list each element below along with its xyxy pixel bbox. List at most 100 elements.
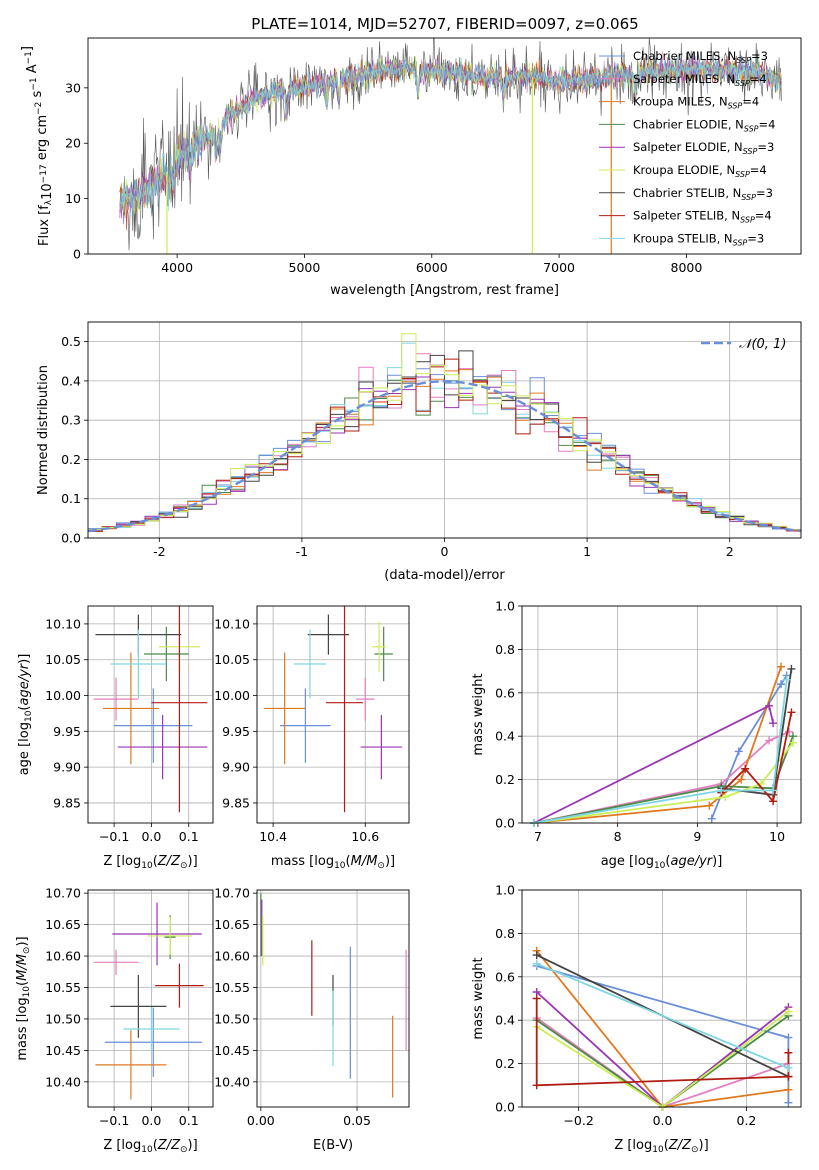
residuals-ylabel: Normed distribution <box>36 365 51 495</box>
x-tick-label: -1 <box>296 544 308 559</box>
y-tick-label: 0.1 <box>61 491 81 506</box>
x-tick-label: 10.6 <box>351 829 379 844</box>
x-tick-label: -2 <box>153 544 165 559</box>
legend-label-salpeter_elodie: Salpeter ELODIE, NSSP=3 <box>633 140 774 156</box>
y-tick-label: 0.8 <box>495 642 515 657</box>
y-tick-label: 0.2 <box>495 1056 515 1071</box>
y-tick-label: 10.50 <box>214 1011 250 1026</box>
x-tick-label: 9 <box>693 829 701 844</box>
mass_vs_Z-axes <box>84 890 213 1111</box>
y-tick-label: 0.2 <box>495 772 515 787</box>
y-tick-label: 10.10 <box>214 616 250 631</box>
mass_vs_Z-frame <box>87 889 214 1108</box>
y-tick-label: 0.3 <box>61 413 81 428</box>
age_vs_Z-xlabel: Z [log10(Z/Z⊙)] <box>103 854 197 871</box>
weight-marker-salpeter_elodie <box>765 701 774 710</box>
mass_vs_EBV-axes <box>253 890 409 1111</box>
legend-label-kroupa_miles: Kroupa MILES, NSSP=4 <box>633 95 759 111</box>
y-tick-label: 1.0 <box>495 883 515 898</box>
weight-marker-kroupa_miles <box>777 662 786 671</box>
mass_vs_Z-ylabel: mass [log10(M/M⊙)] <box>15 936 32 1060</box>
y-tick-label: 0.5 <box>61 334 81 349</box>
y-tick-label: 0.0 <box>495 816 515 831</box>
spectrum-line-kroupa_miles <box>119 56 782 212</box>
y-tick-label: 10.60 <box>214 949 250 964</box>
y-tick-label: 10.00 <box>214 688 250 703</box>
y-tick-label: 0 <box>73 247 81 262</box>
weight-marker-kroupa_miles <box>705 801 714 810</box>
spectrum-line-salpeter_miles <box>119 50 782 212</box>
residuals-frame <box>87 321 802 539</box>
x-tick-label: −0.1 <box>99 829 129 844</box>
y-tick-label: 10.55 <box>214 980 250 995</box>
y-tick-label: 10.65 <box>214 917 250 932</box>
y-tick-label: 20 <box>65 136 81 151</box>
normal-curve <box>88 380 801 533</box>
massweight_vs_age-xlabel: age [log10(age/yr)] <box>601 854 723 871</box>
weight-marker-kroupa_miles <box>784 1085 793 1094</box>
weight-marker-salpeter_miles <box>785 727 794 736</box>
massweight_vs_age-frame <box>521 605 802 824</box>
x-tick-label: 10.4 <box>259 829 287 844</box>
weight-marker-kroupa_elodie <box>721 792 730 801</box>
massweight_vs_Z-frame <box>521 889 802 1108</box>
weight-marker-kroupa_elodie <box>789 738 798 747</box>
legend-label-chabrier_miles: Chabrier MILES, NSSP=3 <box>633 49 768 65</box>
y-tick-label: 0.0 <box>61 531 81 546</box>
y-tick-label: 10.40 <box>214 1074 250 1089</box>
mass_vs_EBV-xlabel: E(B-V) <box>313 1138 353 1153</box>
spectrum-frame <box>87 37 802 255</box>
weight-marker-salpeter_stelib <box>784 1048 793 1057</box>
age_vs_mass-axes <box>253 606 409 827</box>
histogram-salpeter_stelib <box>88 358 801 532</box>
weight-marker-salpeter_miles <box>765 736 774 745</box>
figure-title: PLATE=1014, MJD=52707, FIBERID=0097, z=0… <box>251 15 638 33</box>
x-tick-label: 5000 <box>289 260 321 275</box>
weight-marker-salpeter_stelib <box>532 1081 541 1090</box>
weight-marker-salpeter_stelib <box>787 708 796 717</box>
massweight_vs_age-ylabel: mass weight <box>471 673 486 755</box>
x-tick-label: −0.2 <box>563 1113 593 1128</box>
y-tick-label: 0.4 <box>495 1013 515 1028</box>
y-tick-label: 10.00 <box>45 688 81 703</box>
weight-marker-chabrier_stelib <box>787 664 796 673</box>
weight-marker-salpeter_elodie <box>769 719 778 728</box>
y-tick-label: 10.60 <box>45 949 81 964</box>
weight-line-salpeter_elodie <box>533 704 774 823</box>
y-tick-label: 10.55 <box>45 980 81 995</box>
age_vs_Z-axes <box>84 606 213 827</box>
y-tick-label: 30 <box>65 80 81 95</box>
y-tick-label: 10.40 <box>45 1074 81 1089</box>
weight-marker-kroupa_elodie <box>784 1007 793 1016</box>
spectrum-line-salpeter_elodie <box>119 52 782 225</box>
y-tick-label: 0.4 <box>61 373 81 388</box>
weight-marker-kroupa_stelib <box>532 959 541 968</box>
legend-label-salpeter_miles: Salpeter MILES, NSSP=4 <box>633 72 767 88</box>
legend-label-chabrier_elodie: Chabrier ELODIE, NSSP=4 <box>633 117 775 133</box>
y-tick-label: 10.50 <box>45 1011 81 1026</box>
weight-marker-chabrier_miles <box>784 1098 793 1107</box>
y-tick-label: 10.70 <box>214 886 250 901</box>
legend-label-kroupa_stelib: Kroupa STELIB, NSSP=3 <box>633 231 764 247</box>
y-tick-label: 10.45 <box>45 1043 81 1058</box>
weight-line-salpeter_miles <box>533 731 790 823</box>
y-tick-label: 0.6 <box>495 969 515 984</box>
x-tick-label: 0.0 <box>653 1113 673 1128</box>
weight-marker-salpeter_stelib <box>741 764 750 773</box>
weight-line-kroupa_elodie <box>536 1010 789 1107</box>
x-tick-label: 0.05 <box>343 1113 371 1128</box>
weight-marker-kroupa_stelib <box>717 786 726 795</box>
x-tick-label: 0 <box>441 544 449 559</box>
y-tick-label: 10.05 <box>214 652 250 667</box>
y-tick-label: 9.90 <box>222 760 250 775</box>
x-tick-label: 0.0 <box>141 829 161 844</box>
age_vs_Z-frame <box>87 605 214 824</box>
weight-marker-chabrier_miles <box>734 747 743 756</box>
y-tick-label: 10.10 <box>45 616 81 631</box>
x-tick-label: 7 <box>534 829 542 844</box>
weight-marker-salpeter_stelib <box>769 797 778 806</box>
weight-line-salpeter_elodie <box>536 991 789 1107</box>
weight-line-salpeter_stelib <box>720 712 793 804</box>
y-tick-label: 0.6 <box>495 685 515 700</box>
